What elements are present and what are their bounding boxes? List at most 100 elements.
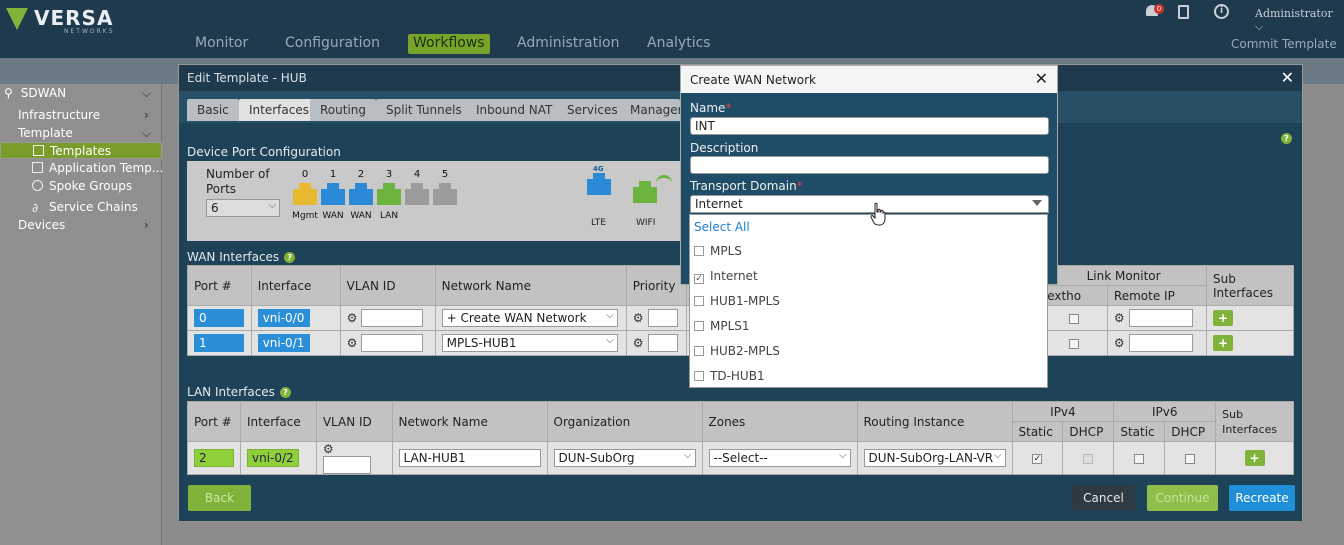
commit-template-link[interactable]: Commit Template xyxy=(1231,37,1337,51)
transport-domain-select[interactable]: Internet xyxy=(690,195,1049,213)
ethernet-port-icon[interactable] xyxy=(377,183,401,205)
interface-input[interactable]: vni-0/1 xyxy=(257,334,310,352)
wifi-port-icon[interactable] xyxy=(633,181,657,205)
nav-workflows[interactable]: Workflows xyxy=(408,34,490,54)
ipv4-dhcp-checkbox[interactable] xyxy=(1083,453,1094,464)
sidebar-item-infrastructure[interactable]: Infrastructure xyxy=(18,108,101,122)
chevron-down-icon[interactable]: ⌵ xyxy=(142,86,152,100)
add-sub-interface-button[interactable]: + xyxy=(1212,335,1233,351)
sidebar-root-sdwan[interactable]: ⚲ SDWAN xyxy=(4,86,67,100)
sidebar-item-service-chains[interactable]: ∂ Service Chains xyxy=(32,200,138,215)
interface-input[interactable]: vni-0/2 xyxy=(247,449,299,467)
option-internet[interactable]: ✓ Internet xyxy=(694,269,758,284)
continue-button[interactable]: Continue xyxy=(1147,485,1218,511)
sidebar-item-application-templates[interactable]: Application Temp... xyxy=(32,161,163,175)
document-icon[interactable] xyxy=(1178,5,1189,19)
description-input[interactable] xyxy=(690,156,1049,174)
help-icon[interactable]: ? xyxy=(279,387,291,398)
tab-routing[interactable]: Routing xyxy=(310,99,377,121)
nav-analytics[interactable]: Analytics xyxy=(647,35,711,51)
nav-administration[interactable]: Administration xyxy=(517,35,620,51)
help-icon[interactable]: ? xyxy=(1281,131,1292,145)
chevron-right-icon[interactable]: › xyxy=(144,108,149,122)
chevron-down-icon[interactable]: ⌵ xyxy=(142,126,152,140)
port-input[interactable]: 2 xyxy=(194,449,234,467)
gear-icon[interactable]: ⚙ xyxy=(346,310,358,325)
recreate-button[interactable]: Recreate xyxy=(1229,485,1295,511)
sidebar-item-template[interactable]: Template xyxy=(18,126,73,140)
user-menu[interactable]: Administrator ⌵ xyxy=(1255,7,1344,34)
chevron-right-icon[interactable]: › xyxy=(144,218,149,232)
checkbox[interactable]: ✓ xyxy=(694,274,704,284)
zones-select[interactable]: --Select-- ⌵ xyxy=(708,449,851,467)
gear-icon[interactable]: ⚙ xyxy=(346,335,358,350)
vlan-id-input[interactable] xyxy=(361,309,424,327)
interface-input[interactable]: vni-0/0 xyxy=(257,309,310,327)
ethernet-port-icon[interactable] xyxy=(293,183,317,205)
port-input[interactable]: 0 xyxy=(194,309,244,327)
network-name-select[interactable]: MPLS-HUB1 ⌵ xyxy=(441,334,618,352)
gear-icon[interactable]: ⚙ xyxy=(1113,335,1125,350)
tab-basic[interactable]: Basic xyxy=(187,99,239,121)
network-icon: ⚲ xyxy=(4,86,13,100)
remote-ip-input[interactable] xyxy=(1128,334,1193,352)
ethernet-port-icon[interactable] xyxy=(349,183,373,205)
nav-configuration[interactable]: Configuration xyxy=(285,35,380,51)
help-icon[interactable]: ? xyxy=(284,252,296,263)
tab-interfaces[interactable]: Interfaces xyxy=(239,99,319,121)
option-hub2-mpls[interactable]: HUB2-MPLS xyxy=(694,344,780,358)
back-button[interactable]: Back xyxy=(188,485,251,511)
vlan-id-input[interactable] xyxy=(361,334,424,352)
checkbox[interactable] xyxy=(694,296,704,306)
ipv6-dhcp-checkbox[interactable] xyxy=(1185,453,1196,464)
network-name-select[interactable]: + Create WAN Network ⌵ xyxy=(441,309,618,327)
ipv6-static-checkbox[interactable] xyxy=(1134,453,1145,464)
close-icon[interactable]: ✕ xyxy=(1034,69,1048,88)
checkbox[interactable] xyxy=(694,371,704,381)
gear-icon[interactable]: ⚙ xyxy=(632,310,644,325)
remote-ip-input[interactable] xyxy=(1128,309,1193,327)
option-mpls[interactable]: MPLS xyxy=(694,244,742,258)
checkbox[interactable] xyxy=(694,346,704,356)
number-of-ports-select[interactable]: 6 ⌵ xyxy=(206,199,280,217)
port-input[interactable]: 1 xyxy=(194,334,244,352)
nav-monitor[interactable]: Monitor xyxy=(195,35,249,51)
vlan-id-input[interactable] xyxy=(322,456,371,474)
notifications-icon[interactable]: 0 xyxy=(1146,4,1164,20)
ethernet-port-icon[interactable] xyxy=(433,183,457,205)
tab-services[interactable]: Services xyxy=(557,99,628,121)
option-td-hub1[interactable]: TD-HUB1 xyxy=(694,369,765,383)
checkbox[interactable] xyxy=(694,246,704,256)
sidebar-item-templates[interactable]: Templates xyxy=(0,142,162,159)
checkbox[interactable] xyxy=(694,321,704,331)
add-sub-interface-button[interactable]: + xyxy=(1212,310,1233,326)
ethernet-port-icon[interactable] xyxy=(405,183,429,205)
option-mpls1[interactable]: MPLS1 xyxy=(694,319,750,333)
tab-split-tunnels[interactable]: Split Tunnels xyxy=(376,99,472,121)
network-name-input[interactable]: LAN-HUB1 xyxy=(398,449,541,467)
select-all-link[interactable]: Select All xyxy=(694,220,750,234)
tab-management[interactable]: Managem xyxy=(620,99,680,121)
gear-icon[interactable]: ⚙ xyxy=(632,335,644,350)
gear-icon[interactable]: ⚙ xyxy=(1113,310,1125,325)
gear-icon[interactable]: ⚙ xyxy=(322,442,334,456)
organization-select[interactable]: DUN-SubOrg ⌵ xyxy=(553,449,696,467)
tab-inbound-nat[interactable]: Inbound NAT xyxy=(466,99,563,121)
option-hub1-mpls[interactable]: HUB1-MPLS xyxy=(694,294,780,308)
name-input[interactable]: INT xyxy=(690,117,1049,135)
sidebar-item-devices[interactable]: Devices xyxy=(18,218,66,232)
cancel-button[interactable]: Cancel xyxy=(1072,485,1135,511)
lte-port-icon[interactable] xyxy=(587,173,611,197)
nexthop-checkbox[interactable] xyxy=(1069,313,1080,324)
nexthop-checkbox[interactable] xyxy=(1069,338,1080,349)
info-icon[interactable]: i xyxy=(1214,4,1229,19)
add-sub-interface-button[interactable]: + xyxy=(1244,450,1265,466)
routing-instance-select[interactable]: DUN-SubOrg-LAN-VR ⌵ xyxy=(863,449,1006,467)
ipv4-static-checkbox[interactable]: ✓ xyxy=(1032,453,1043,464)
sidebar-item-spoke-groups[interactable]: Spoke Groups xyxy=(32,179,132,193)
versa-logo[interactable]: VERSA NETWORKS xyxy=(6,6,113,35)
close-icon[interactable]: ✕ xyxy=(1280,68,1294,87)
priority-input[interactable] xyxy=(647,309,678,327)
priority-input[interactable] xyxy=(647,334,678,352)
ethernet-port-icon[interactable] xyxy=(321,183,345,205)
